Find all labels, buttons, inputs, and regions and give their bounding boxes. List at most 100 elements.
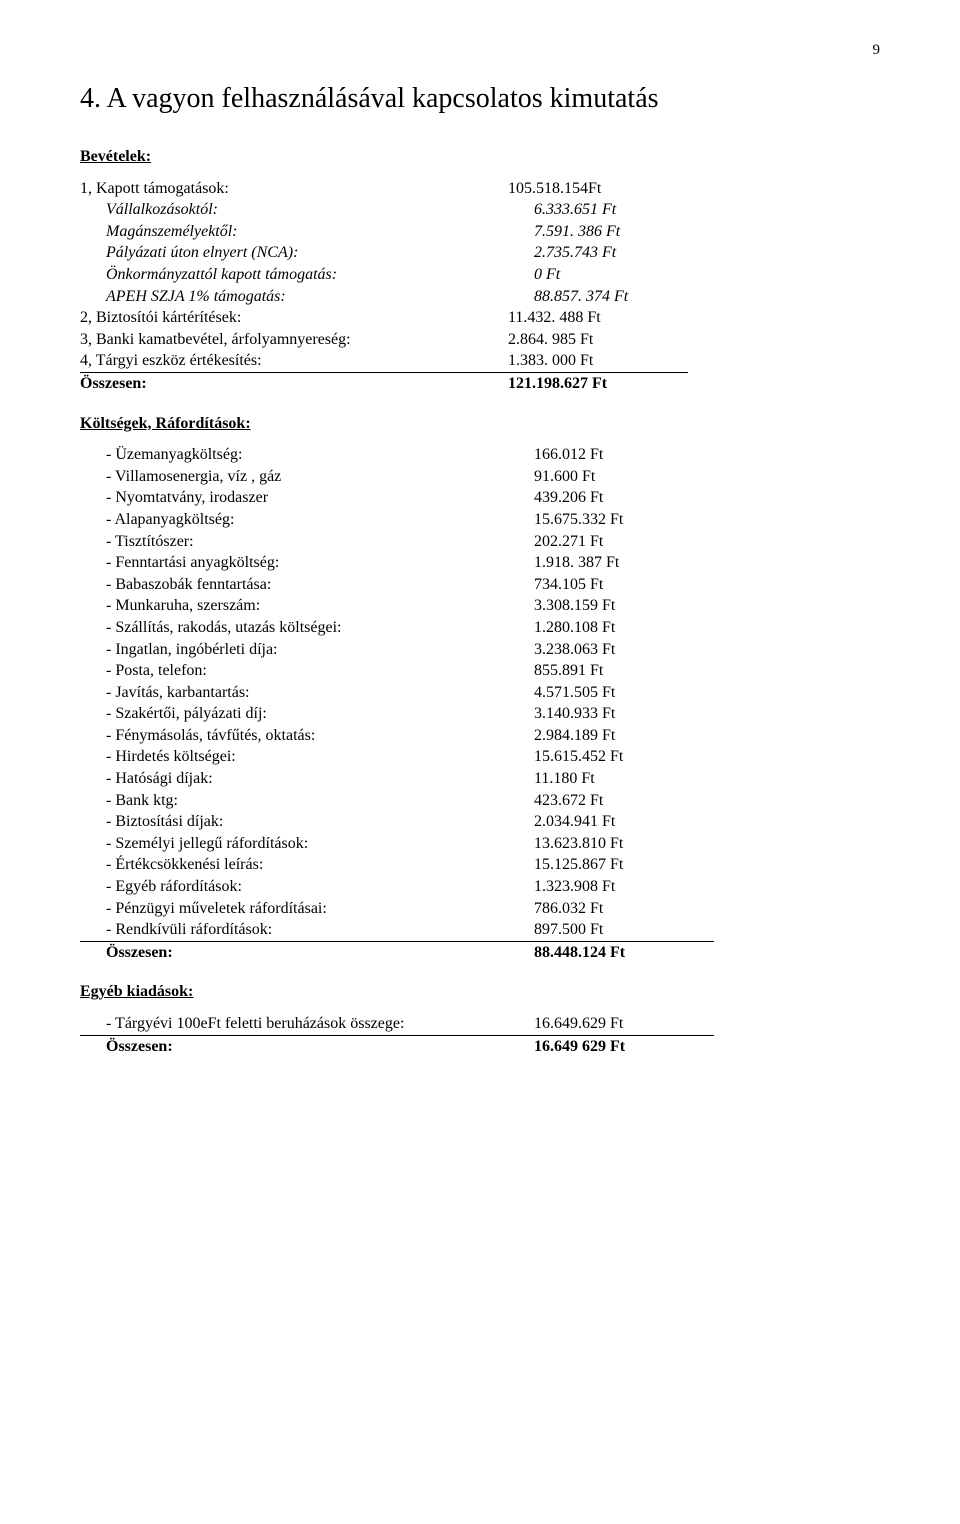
cost-row: - Hirdetés költségei:15.615.452 Ft <box>80 746 880 768</box>
cost-row: - Munkaruha, szerszám:3.308.159 Ft <box>80 595 880 617</box>
cost-row-value: 3.308.159 Ft <box>534 595 714 617</box>
revenue-row: Vállalkozásoktól:6.333.651 Ft <box>80 199 880 221</box>
revenue-row-total-value: 121.198.627 Ft <box>508 373 688 395</box>
other-rows: - Tárgyévi 100eFt feletti beruházások ös… <box>80 1013 880 1057</box>
other-row-value: 16.649.629 Ft <box>534 1013 714 1036</box>
revenue-row-label: Pályázati úton elnyert (NCA): <box>80 242 534 264</box>
cost-row-value: 1.323.908 Ft <box>534 876 714 898</box>
section-title: 4. A vagyon felhasználásával kapcsolatos… <box>80 80 880 118</box>
other-heading: Egyéb kiadások: <box>80 981 880 1003</box>
revenue-row-total: Összesen:121.198.627 Ft <box>80 373 880 395</box>
revenue-row-label: Önkormányzattól kapott támogatás: <box>80 264 534 286</box>
cost-row: - Értékcsökkenési leírás:15.125.867 Ft <box>80 854 880 876</box>
cost-row-value: 855.891 Ft <box>534 660 714 682</box>
revenue-row-value: 2.864. 985 Ft <box>508 329 688 351</box>
revenue-row-value: 6.333.651 Ft <box>534 199 714 221</box>
revenues-rows: 1, Kapott támogatások:105.518.154FtVálla… <box>80 178 880 395</box>
cost-row-label: - Nyomtatvány, irodaszer <box>80 487 534 509</box>
revenue-row-value: 0 Ft <box>534 264 714 286</box>
cost-row-label: - Tisztítószer: <box>80 531 534 553</box>
cost-row-label: - Hirdetés költségei: <box>80 746 534 768</box>
revenue-row: APEH SZJA 1% támogatás:88.857. 374 Ft <box>80 286 880 308</box>
cost-row-value: 423.672 Ft <box>534 790 714 812</box>
cost-row: - Tisztítószer:202.271 Ft <box>80 531 880 553</box>
cost-row: - Nyomtatvány, irodaszer439.206 Ft <box>80 487 880 509</box>
cost-row-label: - Posta, telefon: <box>80 660 534 682</box>
revenue-row-label: Magánszemélyektől: <box>80 221 534 243</box>
cost-row-value: 2.984.189 Ft <box>534 725 714 747</box>
revenue-row-value: 88.857. 374 Ft <box>534 286 714 308</box>
cost-row-label: - Szakértői, pályázati díj: <box>80 703 534 725</box>
cost-row-label: - Alapanyagköltség: <box>80 509 534 531</box>
cost-row-value: 897.500 Ft <box>534 919 714 942</box>
cost-row-value: 91.600 Ft <box>534 466 714 488</box>
cost-row-label: - Fénymásolás, távfűtés, oktatás: <box>80 725 534 747</box>
cost-row-label: - Üzemanyagköltség: <box>80 444 534 466</box>
cost-row-value: 4.571.505 Ft <box>534 682 714 704</box>
revenue-row-label: 4, Tárgyi eszköz értékesítés: <box>80 350 508 373</box>
revenue-row-label: 3, Banki kamatbevétel, árfolyamnyereség: <box>80 329 508 351</box>
page-number: 9 <box>80 40 880 60</box>
revenue-row: Magánszemélyektől:7.591. 386 Ft <box>80 221 880 243</box>
revenue-row-total-label: Összesen: <box>80 373 508 395</box>
cost-row-label: - Rendkívüli ráfordítások: <box>80 919 534 942</box>
revenue-row-value: 2.735.743 Ft <box>534 242 714 264</box>
cost-row: - Alapanyagköltség:15.675.332 Ft <box>80 509 880 531</box>
cost-row-value: 166.012 Ft <box>534 444 714 466</box>
cost-row: - Javítás, karbantartás:4.571.505 Ft <box>80 682 880 704</box>
cost-row-label: - Javítás, karbantartás: <box>80 682 534 704</box>
cost-row: - Rendkívüli ráfordítások:897.500 Ft <box>80 919 880 942</box>
cost-row-value: 13.623.810 Ft <box>534 833 714 855</box>
cost-row-label: - Villamosenergia, víz , gáz <box>80 466 534 488</box>
revenue-row-label: Vállalkozásoktól: <box>80 199 534 221</box>
cost-row-value: 3.140.933 Ft <box>534 703 714 725</box>
revenue-row: 3, Banki kamatbevétel, árfolyamnyereség:… <box>80 329 880 351</box>
cost-row-total-label: Összesen: <box>80 942 534 964</box>
cost-row: - Ingatlan, ingóbérleti díja:3.238.063 F… <box>80 639 880 661</box>
cost-row: - Egyéb ráfordítások:1.323.908 Ft <box>80 876 880 898</box>
revenue-row-label: APEH SZJA 1% támogatás: <box>80 286 534 308</box>
other-row-total-label: Összesen: <box>80 1036 534 1058</box>
cost-row-label: - Ingatlan, ingóbérleti díja: <box>80 639 534 661</box>
cost-row-label: - Hatósági díjak: <box>80 768 534 790</box>
cost-row-value: 2.034.941 Ft <box>534 811 714 833</box>
cost-row: - Pénzügyi műveletek ráfordításai:786.03… <box>80 898 880 920</box>
costs-rows: - Üzemanyagköltség:166.012 Ft- Villamose… <box>80 444 880 963</box>
cost-row: - Posta, telefon:855.891 Ft <box>80 660 880 682</box>
cost-row-label: - Bank ktg: <box>80 790 534 812</box>
cost-row: - Szállítás, rakodás, utazás költségei:1… <box>80 617 880 639</box>
cost-row-total: Összesen:88.448.124 Ft <box>80 942 880 964</box>
revenue-row: Pályázati úton elnyert (NCA):2.735.743 F… <box>80 242 880 264</box>
cost-row: - Biztosítási díjak:2.034.941 Ft <box>80 811 880 833</box>
cost-row-label: - Szállítás, rakodás, utazás költségei: <box>80 617 534 639</box>
revenue-row: Önkormányzattól kapott támogatás:0 Ft <box>80 264 880 286</box>
cost-row: - Fenntartási anyagköltség:1.918. 387 Ft <box>80 552 880 574</box>
cost-row-value: 15.125.867 Ft <box>534 854 714 876</box>
revenue-row-value: 7.591. 386 Ft <box>534 221 714 243</box>
cost-row: - Bank ktg:423.672 Ft <box>80 790 880 812</box>
cost-row-value: 439.206 Ft <box>534 487 714 509</box>
revenue-row: 1, Kapott támogatások:105.518.154Ft <box>80 178 880 200</box>
cost-row-value: 11.180 Ft <box>534 768 714 790</box>
cost-row-value: 15.675.332 Ft <box>534 509 714 531</box>
cost-row-value: 734.105 Ft <box>534 574 714 596</box>
cost-row-value: 786.032 Ft <box>534 898 714 920</box>
cost-row-value: 15.615.452 Ft <box>534 746 714 768</box>
cost-row-label: - Értékcsökkenési leírás: <box>80 854 534 876</box>
cost-row-value: 1.918. 387 Ft <box>534 552 714 574</box>
revenue-row-label: 2, Biztosítói kártérítések: <box>80 307 508 329</box>
cost-row-label: - Munkaruha, szerszám: <box>80 595 534 617</box>
revenue-row-value: 11.432. 488 Ft <box>508 307 688 329</box>
other-row: - Tárgyévi 100eFt feletti beruházások ös… <box>80 1013 880 1036</box>
cost-row-value: 3.238.063 Ft <box>534 639 714 661</box>
cost-row-label: - Személyi jellegű ráfordítások: <box>80 833 534 855</box>
revenue-row: 2, Biztosítói kártérítések:11.432. 488 F… <box>80 307 880 329</box>
cost-row-label: - Biztosítási díjak: <box>80 811 534 833</box>
revenue-row: 4, Tárgyi eszköz értékesítés:1.383. 000 … <box>80 350 880 373</box>
cost-row: - Fénymásolás, távfűtés, oktatás:2.984.1… <box>80 725 880 747</box>
cost-row-label: - Babaszobák fenntartása: <box>80 574 534 596</box>
cost-row: - Személyi jellegű ráfordítások:13.623.8… <box>80 833 880 855</box>
revenue-row-label: 1, Kapott támogatások: <box>80 178 508 200</box>
cost-row: - Villamosenergia, víz , gáz91.600 Ft <box>80 466 880 488</box>
cost-row-label: - Pénzügyi műveletek ráfordításai: <box>80 898 534 920</box>
